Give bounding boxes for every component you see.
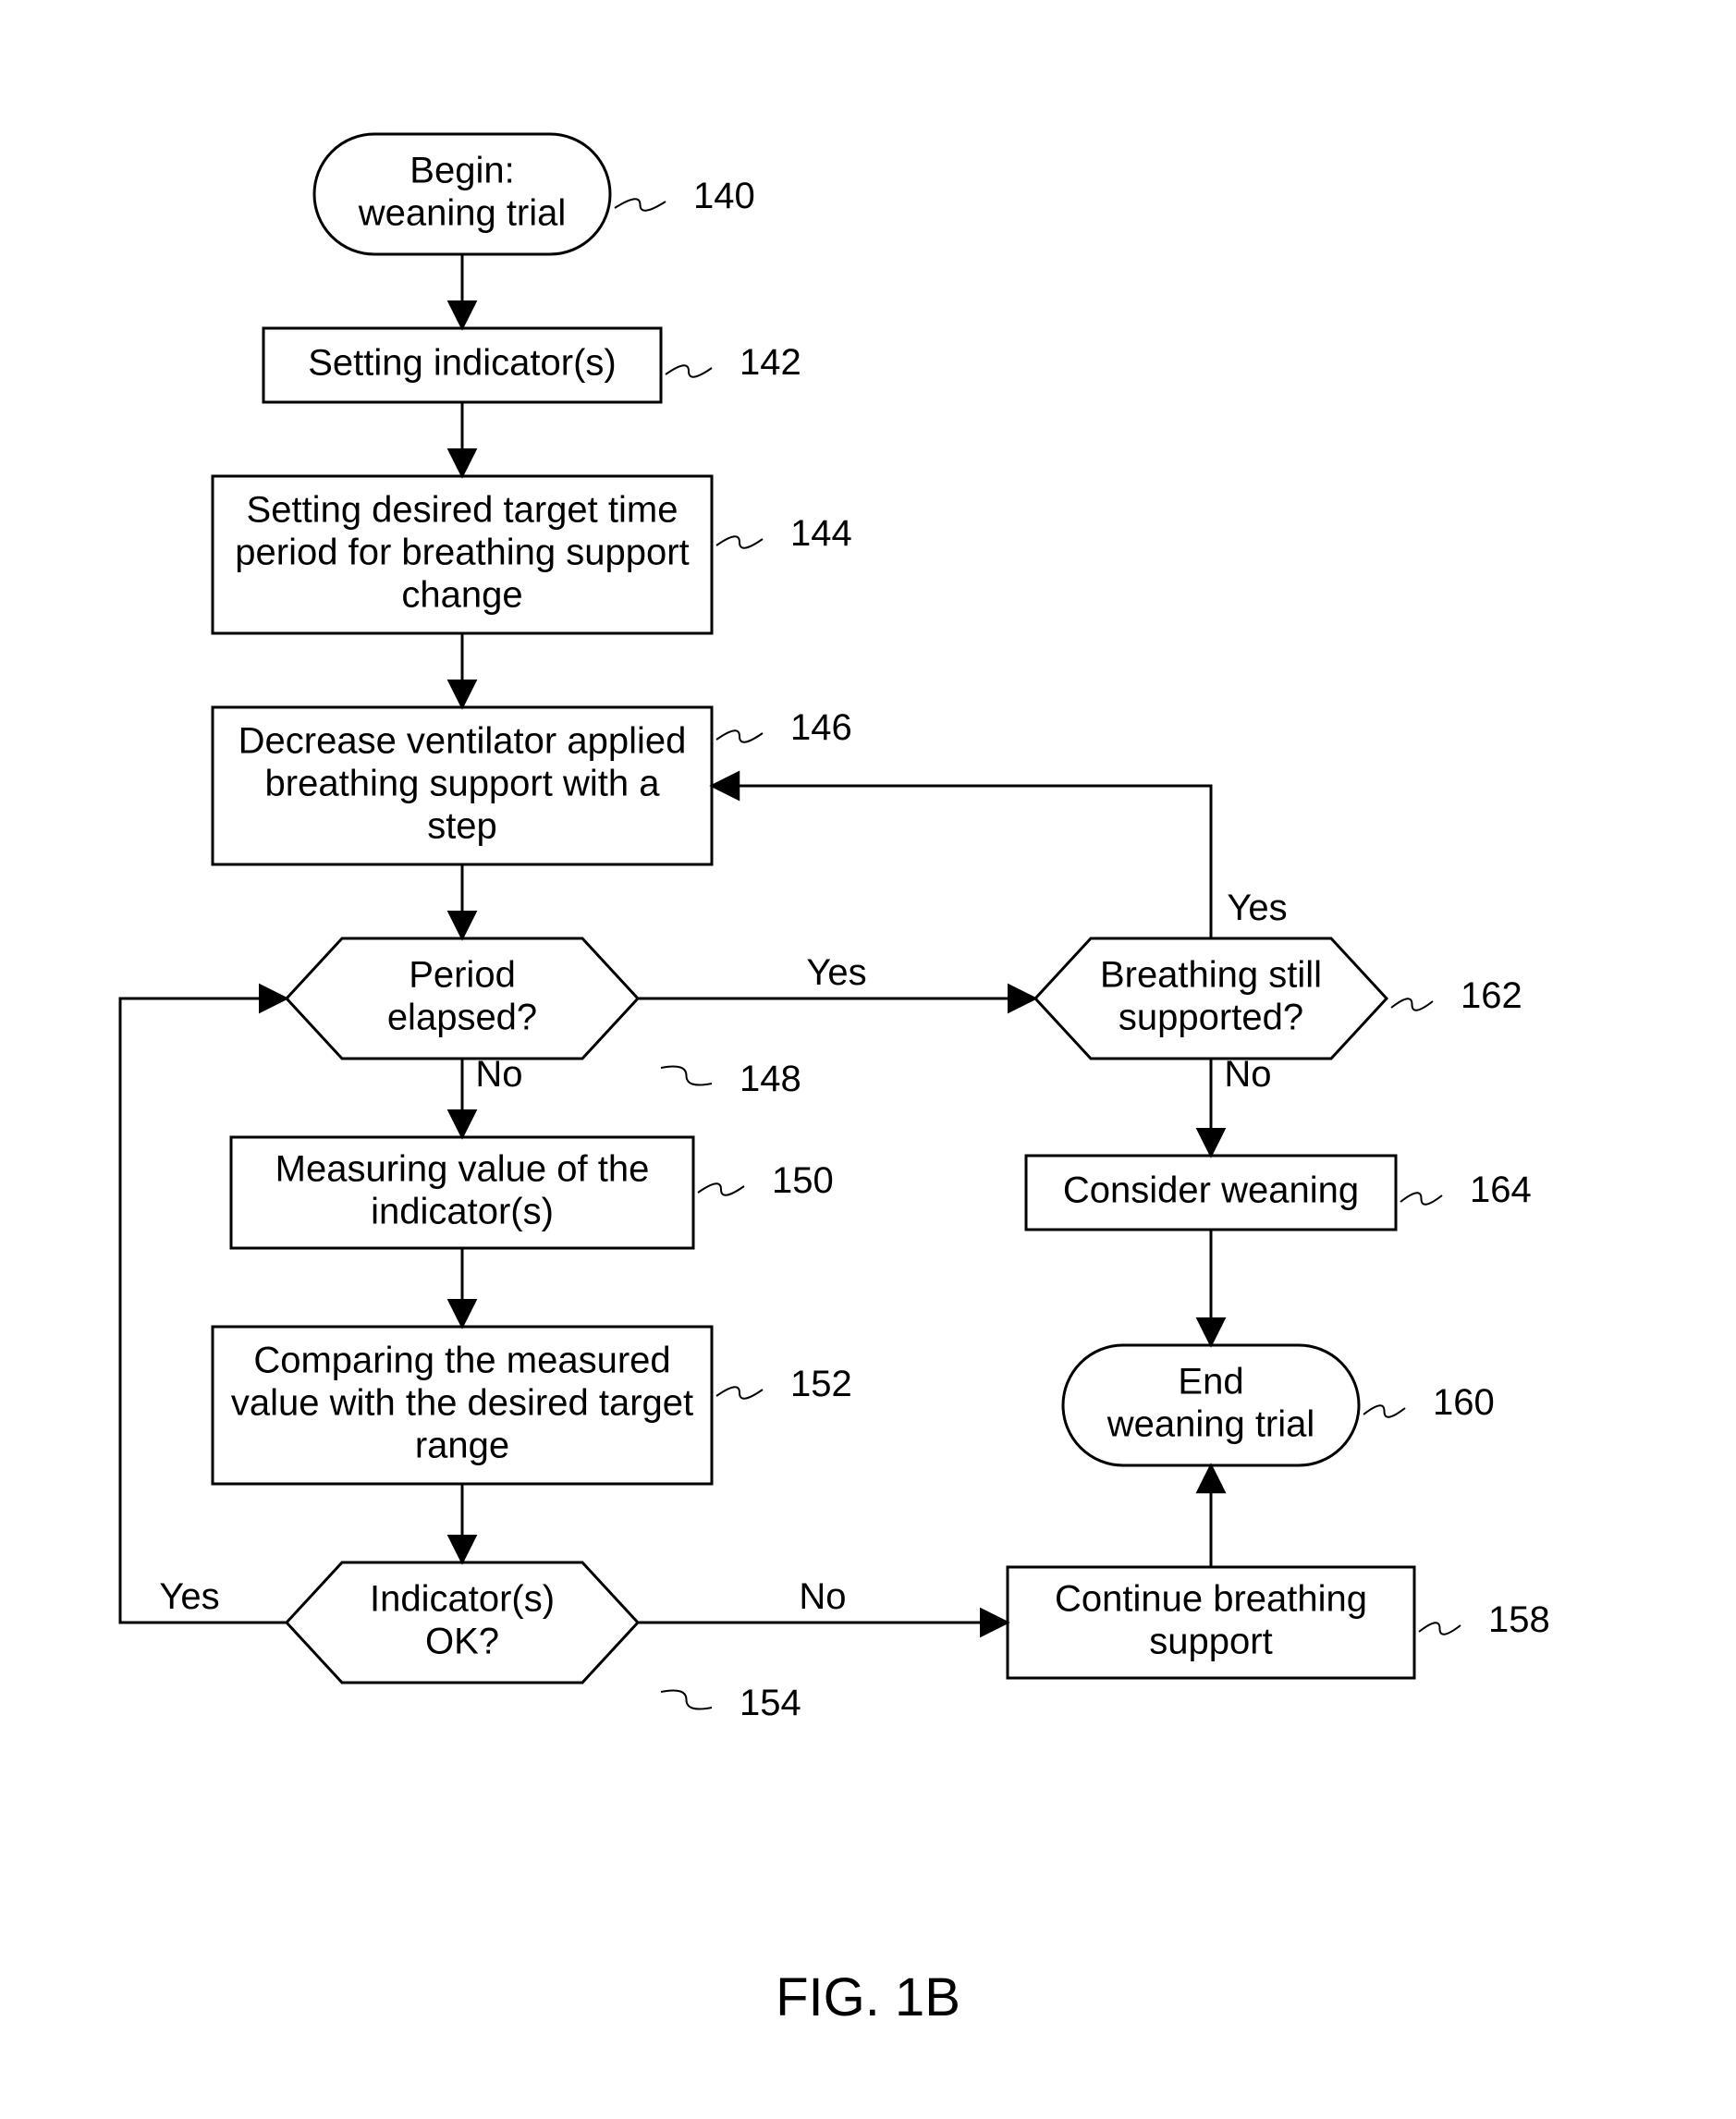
reference-number: 160 — [1433, 1382, 1495, 1423]
reference-leader — [666, 365, 712, 376]
edge-label: No — [475, 1054, 522, 1095]
edge-label: No — [799, 1576, 846, 1617]
reference-leader — [661, 1066, 712, 1084]
node-text: OK? — [425, 1622, 499, 1662]
reference-leader — [615, 199, 666, 210]
node-text: elapsed? — [387, 998, 537, 1038]
node-text: Indicator(s) — [370, 1579, 555, 1620]
reference-number: 150 — [772, 1160, 834, 1201]
reference-number: 152 — [790, 1364, 852, 1404]
reference-leader — [661, 1690, 712, 1709]
node-text: support — [1149, 1622, 1272, 1662]
node-text: indicator(s) — [371, 1192, 554, 1232]
reference-leader — [716, 536, 763, 547]
reference-leader — [1391, 998, 1433, 1010]
node-text: weaning trial — [358, 193, 567, 234]
node-text: Breathing still — [1100, 955, 1322, 996]
node-text: Comparing the measured — [253, 1341, 670, 1381]
node-text: Begin: — [410, 151, 514, 191]
reference-leader — [1419, 1623, 1461, 1634]
reference-number: 164 — [1470, 1170, 1532, 1210]
node-text: supported? — [1119, 998, 1303, 1038]
node-text: End — [1178, 1362, 1243, 1402]
reference-number: 158 — [1488, 1599, 1550, 1640]
reference-leader — [716, 1387, 763, 1398]
reference-number: 144 — [790, 513, 852, 554]
node-text: Continue breathing — [1055, 1579, 1367, 1620]
reference-number: 140 — [693, 176, 755, 216]
reference-leader — [1363, 1405, 1405, 1416]
node-text: Period — [409, 955, 516, 996]
reference-number: 146 — [790, 707, 852, 748]
flow-edge — [712, 786, 1211, 938]
edge-label: Yes — [1227, 888, 1287, 928]
reference-leader — [716, 730, 763, 741]
figure-caption: FIG. 1B — [776, 1967, 960, 2027]
reference-leader — [1400, 1193, 1442, 1204]
reference-number: 162 — [1461, 975, 1522, 1016]
edge-label: No — [1224, 1054, 1271, 1095]
node-text: range — [415, 1426, 509, 1466]
reference-number: 148 — [740, 1059, 801, 1099]
node-text: Measuring value of the — [275, 1149, 650, 1190]
node-text: Setting indicator(s) — [308, 343, 616, 384]
edge-label: Yes — [806, 952, 866, 993]
node-text: Consider weaning — [1063, 1170, 1359, 1211]
flow-edge — [120, 998, 287, 1623]
node-text: step — [427, 806, 497, 847]
reference-number: 154 — [740, 1683, 801, 1723]
node-text: weaning trial — [1106, 1404, 1315, 1445]
node-text: Decrease ventilator applied — [238, 721, 687, 762]
reference-number: 142 — [740, 342, 801, 383]
reference-leader — [698, 1183, 744, 1194]
node-text: period for breathing support — [235, 533, 689, 573]
node-text: value with the desired target — [231, 1383, 693, 1424]
node-text: change — [401, 575, 522, 616]
node-text: breathing support with a — [265, 764, 661, 804]
node-text: Setting desired target time — [247, 490, 679, 531]
edge-label: Yes — [159, 1576, 219, 1617]
